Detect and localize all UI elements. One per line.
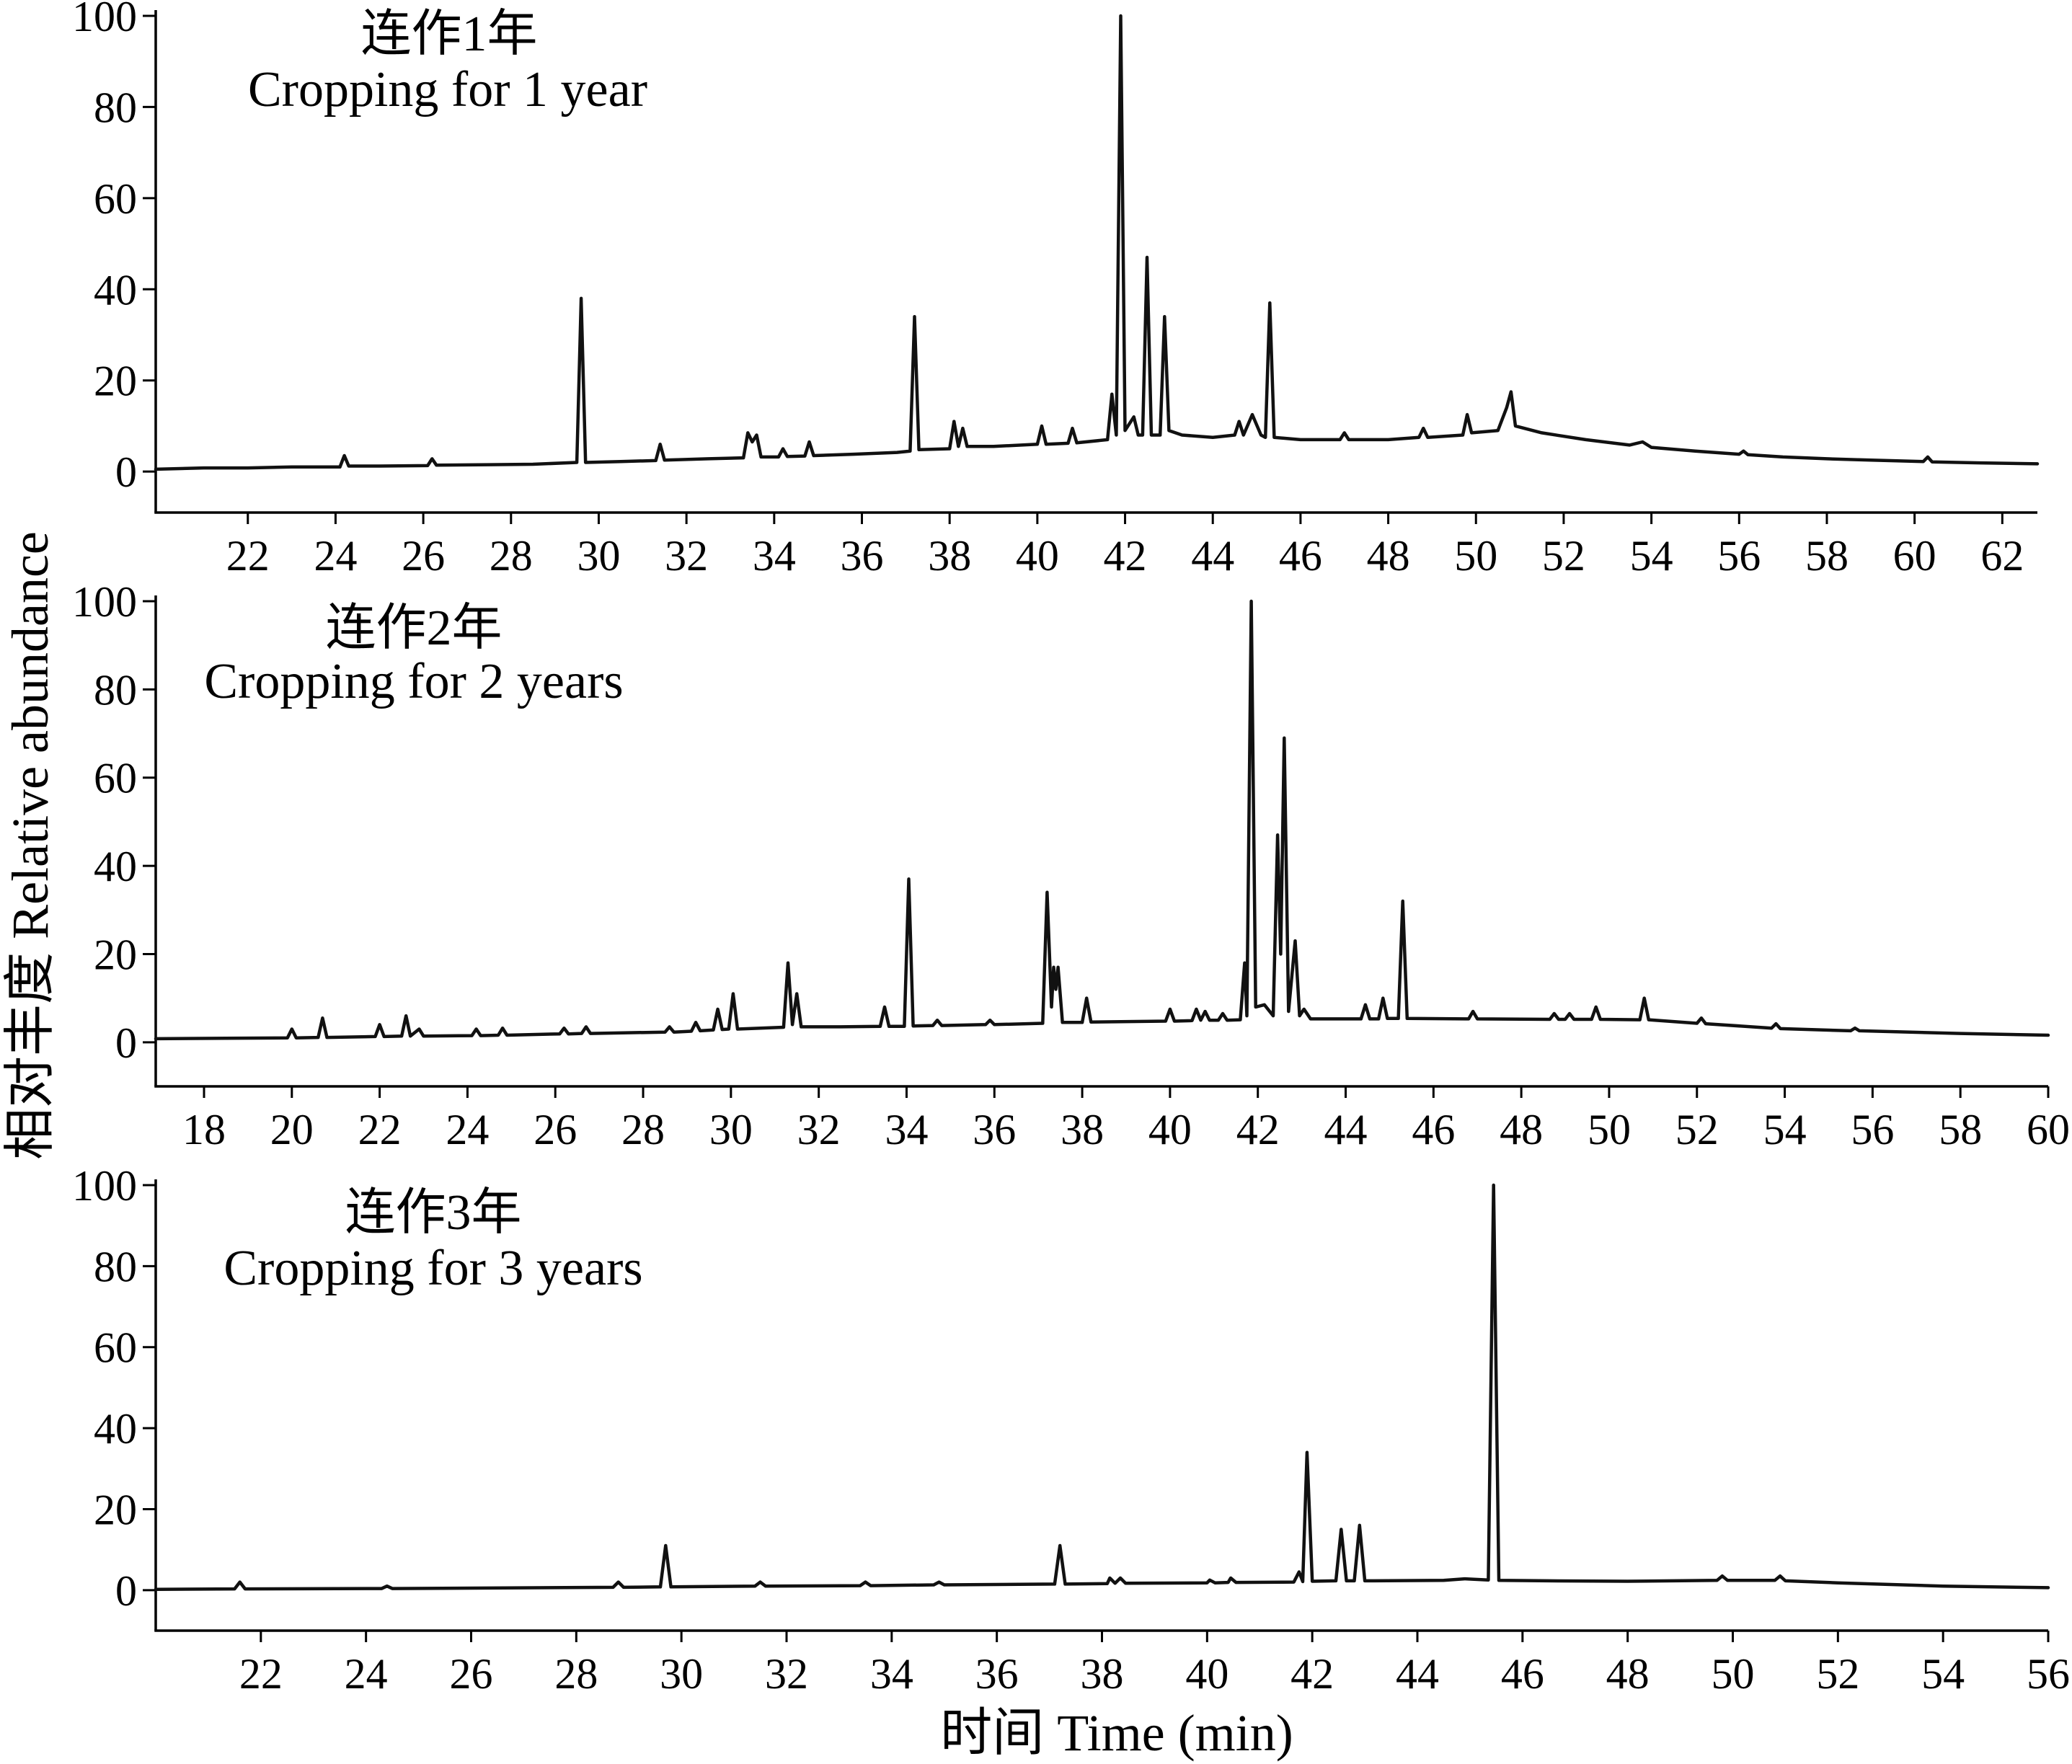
x-tick-label: 32 xyxy=(765,1650,808,1698)
y-tick-label: 0 xyxy=(115,1019,137,1067)
panel-2: 连作2年 Cropping for 2 years 0 20 40 60 80 100 18… xyxy=(72,578,2070,1153)
panel-1: 连作1年 Cropping for 1 year 0 20 40 60 80 100 22 2… xyxy=(72,0,2040,580)
x-tick-label: 44 xyxy=(1324,1106,1368,1153)
x-tick-label: 46 xyxy=(1501,1650,1544,1698)
x-axis-title: 时间 Time (min) xyxy=(940,1704,1293,1762)
x-tick-label: 56 xyxy=(1717,532,1761,580)
series-line xyxy=(154,14,2040,471)
panel-3: 连作3年 Cropping for 3 years 0 20 40 60 80 100 22… xyxy=(72,1162,2070,1698)
x-tick-label: 22 xyxy=(358,1106,402,1153)
x-tick-label: 46 xyxy=(1279,532,1322,580)
y-tick-label: 100 xyxy=(72,578,137,626)
x-tick-label: 58 xyxy=(1939,1106,1982,1153)
x-tick-label: 32 xyxy=(665,532,708,580)
x-tick-label: 18 xyxy=(182,1106,226,1153)
x-tick-label: 34 xyxy=(885,1106,928,1153)
panel-label-en: Cropping for 1 year xyxy=(248,62,647,118)
x-tick-label: 42 xyxy=(1290,1650,1334,1698)
x-tick-label: 38 xyxy=(1081,1650,1124,1698)
x-tick-label: 22 xyxy=(239,1650,283,1698)
x-tick-label: 26 xyxy=(450,1650,493,1698)
panel-label-cn: 连作1年 xyxy=(361,6,538,62)
y-tick-label: 100 xyxy=(72,0,137,40)
x-tick-label: 58 xyxy=(1805,532,1849,580)
x-tick-label: 62 xyxy=(1980,532,2024,580)
x-tick-label: 42 xyxy=(1236,1106,1280,1153)
x-tick-label: 48 xyxy=(1500,1106,1543,1153)
x-tick-label: 44 xyxy=(1191,532,1234,580)
x-tick-label: 36 xyxy=(973,1106,1016,1153)
x-tick-label: 40 xyxy=(1185,1650,1228,1698)
x-tick-label: 46 xyxy=(1412,1106,1455,1153)
x-tick-label: 34 xyxy=(753,532,796,580)
x-tick-label: 40 xyxy=(1016,532,1059,580)
x-tick-label: 24 xyxy=(345,1650,388,1698)
x-tick-label: 22 xyxy=(226,532,270,580)
x-tick-label: 54 xyxy=(1921,1650,1965,1698)
x-tick-label: 30 xyxy=(660,1650,703,1698)
x-tick-label: 52 xyxy=(1675,1106,1719,1153)
x-tick-label: 52 xyxy=(1816,1650,1859,1698)
y-tick-label: 0 xyxy=(115,448,137,496)
x-tick-label: 48 xyxy=(1367,532,1410,580)
x-tick-label: 24 xyxy=(446,1106,489,1153)
x-tick-label: 60 xyxy=(1893,532,1936,580)
x-tick-label: 30 xyxy=(577,532,620,580)
x-tick-label: 40 xyxy=(1148,1106,1192,1153)
y-tick-label: 20 xyxy=(94,931,137,978)
y-tick-label: 0 xyxy=(115,1567,137,1615)
x-tick-label: 54 xyxy=(1630,532,1673,580)
y-axis-title: 相对丰度 Relative abundance xyxy=(1,531,59,1160)
y-tick-label: 80 xyxy=(94,666,137,714)
x-tick-label: 30 xyxy=(709,1106,753,1153)
y-tick-label: 60 xyxy=(94,755,137,802)
y-tick-label: 20 xyxy=(94,358,137,405)
panel-label-en: Cropping for 3 years xyxy=(223,1241,642,1296)
y-tick-label: 100 xyxy=(72,1162,137,1210)
x-tick-label: 26 xyxy=(534,1106,577,1153)
x-tick-label: 50 xyxy=(1454,532,1497,580)
series-line xyxy=(154,1183,2050,1591)
x-tick-label: 24 xyxy=(314,532,357,580)
x-tick-label: 56 xyxy=(1851,1106,1894,1153)
x-tick-label: 38 xyxy=(1061,1106,1104,1153)
x-tick-label: 36 xyxy=(975,1650,1019,1698)
panel-label-cn: 连作2年 xyxy=(326,600,502,656)
x-tick-label: 32 xyxy=(797,1106,841,1153)
x-tick-label: 36 xyxy=(841,532,884,580)
x-tick-label: 60 xyxy=(2027,1106,2070,1153)
y-tick-label: 80 xyxy=(94,1243,137,1290)
y-tick-label: 20 xyxy=(94,1486,137,1533)
y-tick-label: 60 xyxy=(94,1324,137,1372)
x-tick-label: 38 xyxy=(928,532,971,580)
series-line xyxy=(154,599,2050,1041)
x-tick-label: 20 xyxy=(270,1106,314,1153)
x-tick-label: 28 xyxy=(490,532,533,580)
x-tick-label: 56 xyxy=(2027,1650,2070,1698)
y-tick-label: 60 xyxy=(94,175,137,223)
panel-label-cn: 连作3年 xyxy=(345,1185,522,1241)
x-tick-label: 52 xyxy=(1542,532,1585,580)
x-tick-label: 42 xyxy=(1104,532,1147,580)
x-tick-label: 34 xyxy=(870,1650,913,1698)
panel-label-en: Cropping for 2 years xyxy=(204,654,623,709)
x-tick-label: 54 xyxy=(1763,1106,1807,1153)
y-tick-label: 40 xyxy=(94,1405,137,1453)
x-tick-label: 44 xyxy=(1396,1650,1439,1698)
x-tick-label: 48 xyxy=(1606,1650,1650,1698)
y-tick-label: 40 xyxy=(94,266,137,314)
x-tick-label: 50 xyxy=(1588,1106,1631,1153)
x-tick-label: 26 xyxy=(402,532,445,580)
x-tick-label: 50 xyxy=(1712,1650,1755,1698)
x-tick-label: 28 xyxy=(554,1650,598,1698)
y-tick-label: 40 xyxy=(94,843,137,890)
y-tick-label: 80 xyxy=(94,84,137,131)
x-tick-label: 28 xyxy=(621,1106,665,1153)
